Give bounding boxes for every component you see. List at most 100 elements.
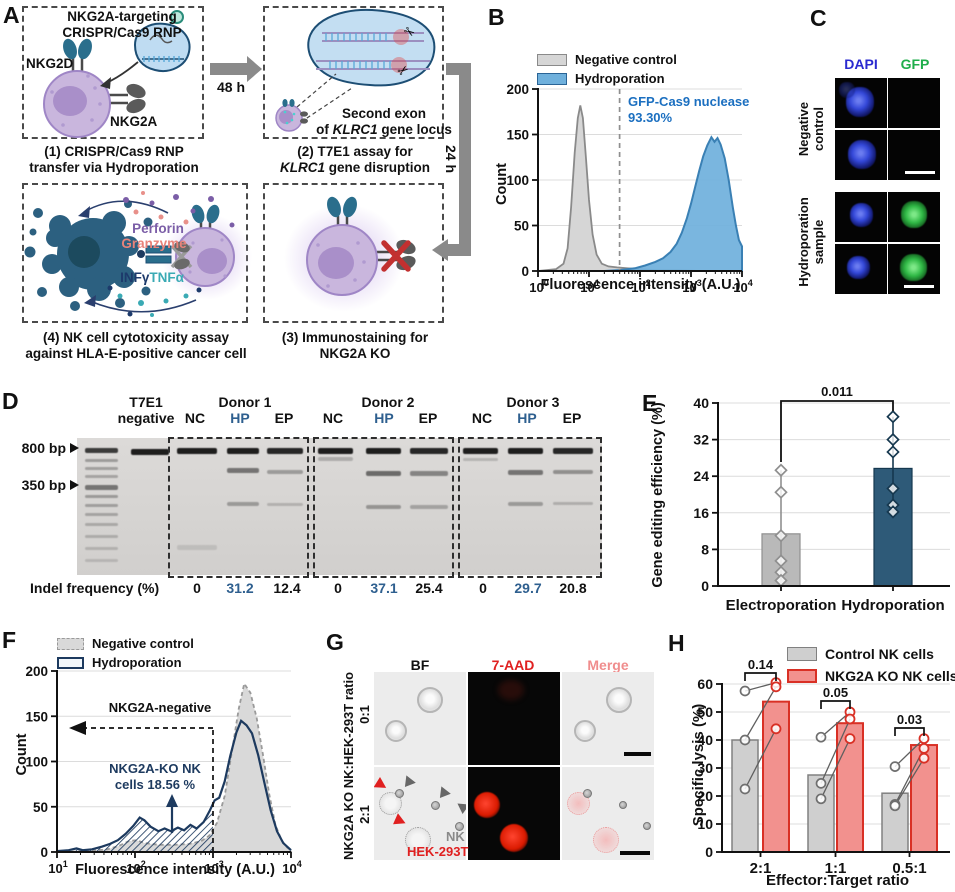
nkg2a-negative-annotation: NKG2A-negative [108, 700, 212, 715]
category-label: Hydroporation [841, 597, 944, 614]
data-point-ko [918, 733, 930, 744]
indel-value: 37.1 [370, 580, 398, 596]
red-arrowhead-icon [393, 813, 408, 829]
svg-text:16: 16 [693, 505, 709, 521]
svg-text:50: 50 [514, 219, 529, 234]
p-value: 0.011 [821, 384, 853, 399]
step2-annotation-line2: of KLRC1 gene locus [316, 122, 452, 137]
nkg2a-ko-annotation: NKG2A-KO NK cells 18.56 % [109, 761, 201, 792]
legend-swatch-hydroporation [537, 72, 567, 85]
step1-box [22, 6, 204, 139]
micrograph-merge-2-1 [562, 767, 654, 860]
gel-band [267, 448, 303, 454]
data-point-control [739, 783, 751, 795]
step3-box [263, 183, 444, 323]
data-point-diamond [886, 410, 900, 424]
indel-value: 0 [479, 580, 487, 596]
indel-value: 20.8 [559, 580, 587, 596]
panel-f-label: F [2, 627, 17, 653]
gray-arrowhead-icon [400, 775, 416, 791]
data-point-ko [918, 743, 930, 754]
gel-band [463, 458, 498, 461]
step3-caption-line1: (3) Immunostaining for [281, 330, 429, 345]
7aad-column-header: 7-AAD [491, 657, 535, 673]
nk-annotation: NK [446, 829, 465, 844]
donor1-header: Donor 1 [218, 394, 272, 410]
t7e1-header-line1: T7E1 [129, 394, 163, 410]
micrograph-7aad-0-1 [468, 672, 560, 765]
micrograph-bf-0-1 [374, 672, 466, 765]
dapi-column-header: DAPI [844, 56, 878, 72]
micrograph-gfp-hp-2 [888, 244, 940, 294]
data-point-diamond [774, 573, 788, 588]
gel-band [366, 448, 401, 454]
data-point-ko [844, 706, 856, 718]
data-point-diamond [886, 432, 900, 447]
gel-band [227, 502, 259, 506]
data-point-ko [770, 677, 782, 688]
gel-image [77, 438, 602, 575]
micrograph-bf-2-1 [374, 767, 466, 860]
gel-band [508, 502, 543, 506]
indel-value: 25.4 [415, 580, 443, 596]
gel-band [553, 470, 593, 474]
gel-band [85, 559, 118, 562]
donor1-gel-box [168, 437, 309, 578]
p-value: 0.03 [897, 712, 922, 727]
bar-Electroporation [761, 533, 801, 587]
c-row-label-hydroporation: Hydroporation sample [796, 197, 826, 287]
gel-band [508, 448, 543, 454]
lane-label-ep: EP [274, 410, 294, 426]
scale-bar [624, 752, 651, 756]
perforin-label: Perforin [132, 221, 184, 236]
svg-text:200: 200 [506, 82, 529, 97]
data-point-diamond [886, 445, 900, 459]
step2-box [263, 6, 444, 139]
significance-bracket [780, 400, 894, 462]
hek293t-annotation: HEK-293T [407, 844, 469, 859]
red-arrowhead-icon [374, 776, 390, 794]
donor2-gel-box [313, 437, 454, 578]
legend-label: Negative control [92, 636, 194, 651]
data-point-ko [770, 723, 782, 735]
lane-label-hp: HP [374, 410, 394, 426]
lane-label-nc: NC [184, 410, 206, 426]
gel-band [85, 448, 118, 453]
gel-band [85, 467, 118, 470]
nkg2a-label: NKG2A [110, 114, 158, 129]
scale-bar [905, 171, 935, 174]
bar-ko [910, 744, 938, 853]
micrograph-gfp-nc-1 [888, 78, 940, 128]
significance-bracket [744, 672, 777, 681]
arrow-48h-label: 48 h [216, 79, 246, 95]
indel-value: 29.7 [514, 580, 542, 596]
bar-ko [836, 722, 864, 854]
arrow-24h-label: 24 h [443, 144, 459, 173]
panel-b-label: B [488, 4, 505, 30]
indel-value: 0 [193, 580, 201, 596]
marker-arrow-icon [70, 443, 79, 453]
gel-band [318, 448, 353, 454]
svg-text:0: 0 [701, 578, 709, 594]
legend-swatch-hydroporation [57, 656, 84, 669]
legend-swatch-ko [787, 669, 817, 683]
data-point-diamond [886, 498, 900, 512]
gel-band [410, 448, 448, 454]
panel-g-label: G [326, 629, 344, 655]
step4-caption-line2: against HLA-E-positive cancer cell [25, 346, 247, 361]
gray-arrowhead-icon [435, 786, 451, 802]
pair-line [744, 681, 777, 692]
legend-label: Hydroporation [575, 71, 665, 86]
merge-column-header: Merge [587, 657, 629, 673]
step1-title-line2: CRISPR/Cas9 RNP [62, 25, 182, 40]
step1-caption-line2: transfer via Hydroporation [29, 160, 199, 175]
cytokine-label: INFγTNFα [120, 270, 184, 285]
left-arrowhead-icon [69, 721, 86, 736]
lane-label-ep: EP [562, 410, 582, 426]
gel-band [85, 547, 118, 550]
panel-d-label: D [2, 388, 19, 414]
f-y-axis-title: Count [14, 733, 30, 776]
bar-Hydroporation [873, 467, 913, 587]
donor2-header: Donor 2 [361, 394, 415, 410]
